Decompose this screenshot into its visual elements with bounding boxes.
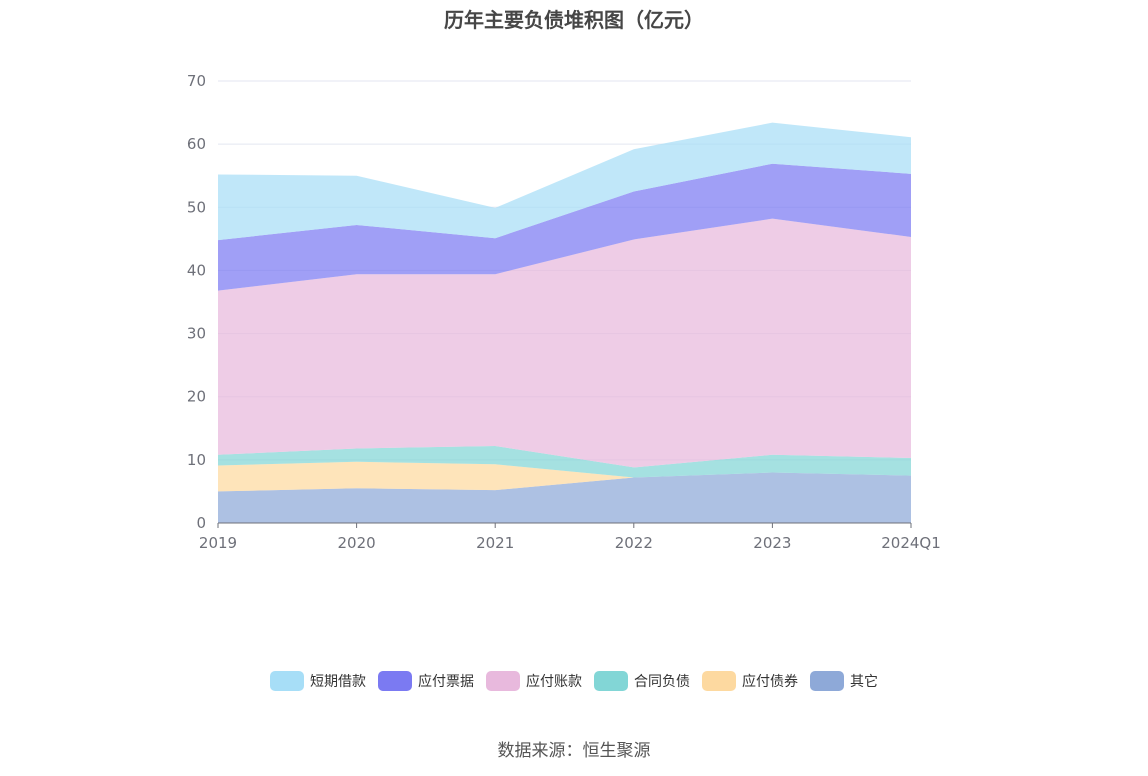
legend-item[interactable]: 合同负债 [594,671,690,691]
legend-swatch [378,671,412,691]
chart-title: 历年主要负债堆积图（亿元） [444,8,704,32]
legend-item[interactable]: 短期借款 [270,671,366,691]
legend-swatch [270,671,304,691]
x-tick-label: 2023 [753,534,791,552]
area-series-其它 [218,472,911,523]
legend-label: 其它 [850,674,878,690]
y-tick-label: 10 [187,451,206,469]
legend-item[interactable]: 其它 [810,671,878,691]
legend-item[interactable]: 应付债券 [702,671,798,691]
x-tick-label: 2024Q1 [881,534,941,552]
x-tick-label: 2019 [199,534,237,552]
legend-swatch [702,671,736,691]
legend-item[interactable]: 应付账款 [486,671,582,691]
y-tick-label: 70 [187,72,206,90]
legend-swatch [810,671,844,691]
y-tick-label: 30 [187,325,206,343]
y-tick-label: 60 [187,135,206,153]
y-tick-label: 50 [187,198,206,216]
area-series-应付债券 [218,461,911,492]
legend-label: 应付账款 [526,674,582,690]
data-source-note: 数据来源：恒生聚源 [497,741,651,761]
area-series-合同负债 [218,445,911,478]
legend-swatch [594,671,628,691]
chart-legend: 短期借款 应付票据 应付账款 合同负债 应付债券 其它 [0,671,1148,691]
area-series-短期借款 [218,122,911,241]
y-tick-label: 0 [196,514,206,532]
x-tick-label: 2022 [615,534,653,552]
area-series-应付票据 [218,163,911,291]
stacked-area-chart: 0 10 20 30 40 50 60 70 2019 2020 2021 2022 2023 2024Q… [187,72,941,552]
x-tick-label: 2021 [476,534,514,552]
legend-label: 短期借款 [310,674,366,690]
legend-label: 应付票据 [418,674,474,690]
legend-swatch [486,671,520,691]
legend-label: 合同负债 [634,674,690,690]
legend-item[interactable]: 应付票据 [378,671,474,691]
legend-label: 应付债券 [742,674,798,690]
y-tick-label: 20 [187,388,206,406]
x-tick-label: 2020 [338,534,376,552]
y-tick-label: 40 [187,261,206,279]
area-series-应付账款 [218,218,911,468]
